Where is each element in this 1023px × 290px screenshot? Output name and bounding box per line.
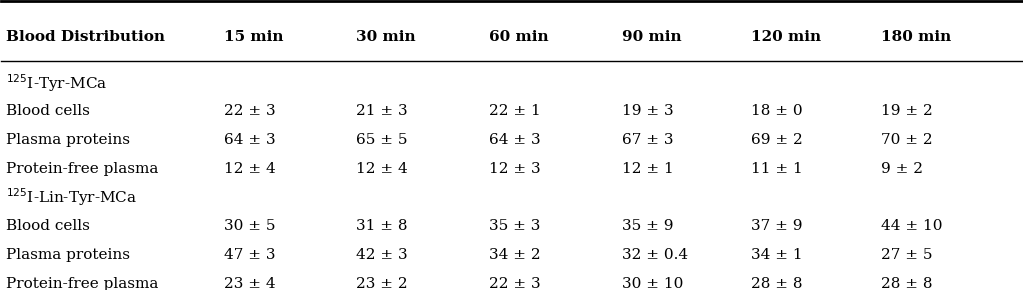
Text: 70 ± 2: 70 ± 2 [881, 133, 932, 147]
Text: 30 min: 30 min [356, 30, 416, 44]
Text: 12 ± 3: 12 ± 3 [489, 162, 541, 177]
Text: 31 ± 8: 31 ± 8 [356, 219, 408, 233]
Text: 67 ± 3: 67 ± 3 [622, 133, 673, 147]
Text: Protein-free plasma: Protein-free plasma [6, 277, 159, 290]
Text: 28 ± 8: 28 ± 8 [751, 277, 803, 290]
Text: Plasma proteins: Plasma proteins [6, 248, 131, 262]
Text: 44 ± 10: 44 ± 10 [881, 219, 942, 233]
Text: Plasma proteins: Plasma proteins [6, 133, 131, 147]
Text: 69 ± 2: 69 ± 2 [751, 133, 803, 147]
Text: 23 ± 4: 23 ± 4 [224, 277, 275, 290]
Text: Blood Distribution: Blood Distribution [6, 30, 166, 44]
Text: 28 ± 8: 28 ± 8 [881, 277, 932, 290]
Text: 19 ± 2: 19 ± 2 [881, 104, 933, 118]
Text: 19 ± 3: 19 ± 3 [622, 104, 673, 118]
Text: 32 ± 0.4: 32 ± 0.4 [622, 248, 687, 262]
Text: 12 ± 4: 12 ± 4 [224, 162, 275, 177]
Text: 22 ± 3: 22 ± 3 [489, 277, 541, 290]
Text: 180 min: 180 min [881, 30, 951, 44]
Text: Protein-free plasma: Protein-free plasma [6, 162, 159, 177]
Text: $^{125}$I-Tyr-MCa: $^{125}$I-Tyr-MCa [6, 72, 107, 94]
Text: 120 min: 120 min [751, 30, 821, 44]
Text: 37 ± 9: 37 ± 9 [751, 219, 803, 233]
Text: Blood cells: Blood cells [6, 219, 90, 233]
Text: Blood cells: Blood cells [6, 104, 90, 118]
Text: 34 ± 2: 34 ± 2 [489, 248, 541, 262]
Text: 18 ± 0: 18 ± 0 [751, 104, 803, 118]
Text: 47 ± 3: 47 ± 3 [224, 248, 275, 262]
Text: 35 ± 9: 35 ± 9 [622, 219, 673, 233]
Text: 34 ± 1: 34 ± 1 [751, 248, 803, 262]
Text: 22 ± 1: 22 ± 1 [489, 104, 541, 118]
Text: 60 min: 60 min [489, 30, 548, 44]
Text: 64 ± 3: 64 ± 3 [489, 133, 541, 147]
Text: 23 ± 2: 23 ± 2 [356, 277, 408, 290]
Text: 22 ± 3: 22 ± 3 [224, 104, 275, 118]
Text: 64 ± 3: 64 ± 3 [224, 133, 275, 147]
Text: 90 min: 90 min [622, 30, 681, 44]
Text: 12 ± 4: 12 ± 4 [356, 162, 408, 177]
Text: 27 ± 5: 27 ± 5 [881, 248, 932, 262]
Text: 12 ± 1: 12 ± 1 [622, 162, 673, 177]
Text: 30 ± 10: 30 ± 10 [622, 277, 683, 290]
Text: 42 ± 3: 42 ± 3 [356, 248, 408, 262]
Text: 11 ± 1: 11 ± 1 [751, 162, 803, 177]
Text: 21 ± 3: 21 ± 3 [356, 104, 408, 118]
Text: $^{125}$I-Lin-Tyr-MCa: $^{125}$I-Lin-Tyr-MCa [6, 187, 138, 208]
Text: 35 ± 3: 35 ± 3 [489, 219, 540, 233]
Text: 9 ± 2: 9 ± 2 [881, 162, 923, 177]
Text: 30 ± 5: 30 ± 5 [224, 219, 275, 233]
Text: 15 min: 15 min [224, 30, 283, 44]
Text: 65 ± 5: 65 ± 5 [356, 133, 408, 147]
